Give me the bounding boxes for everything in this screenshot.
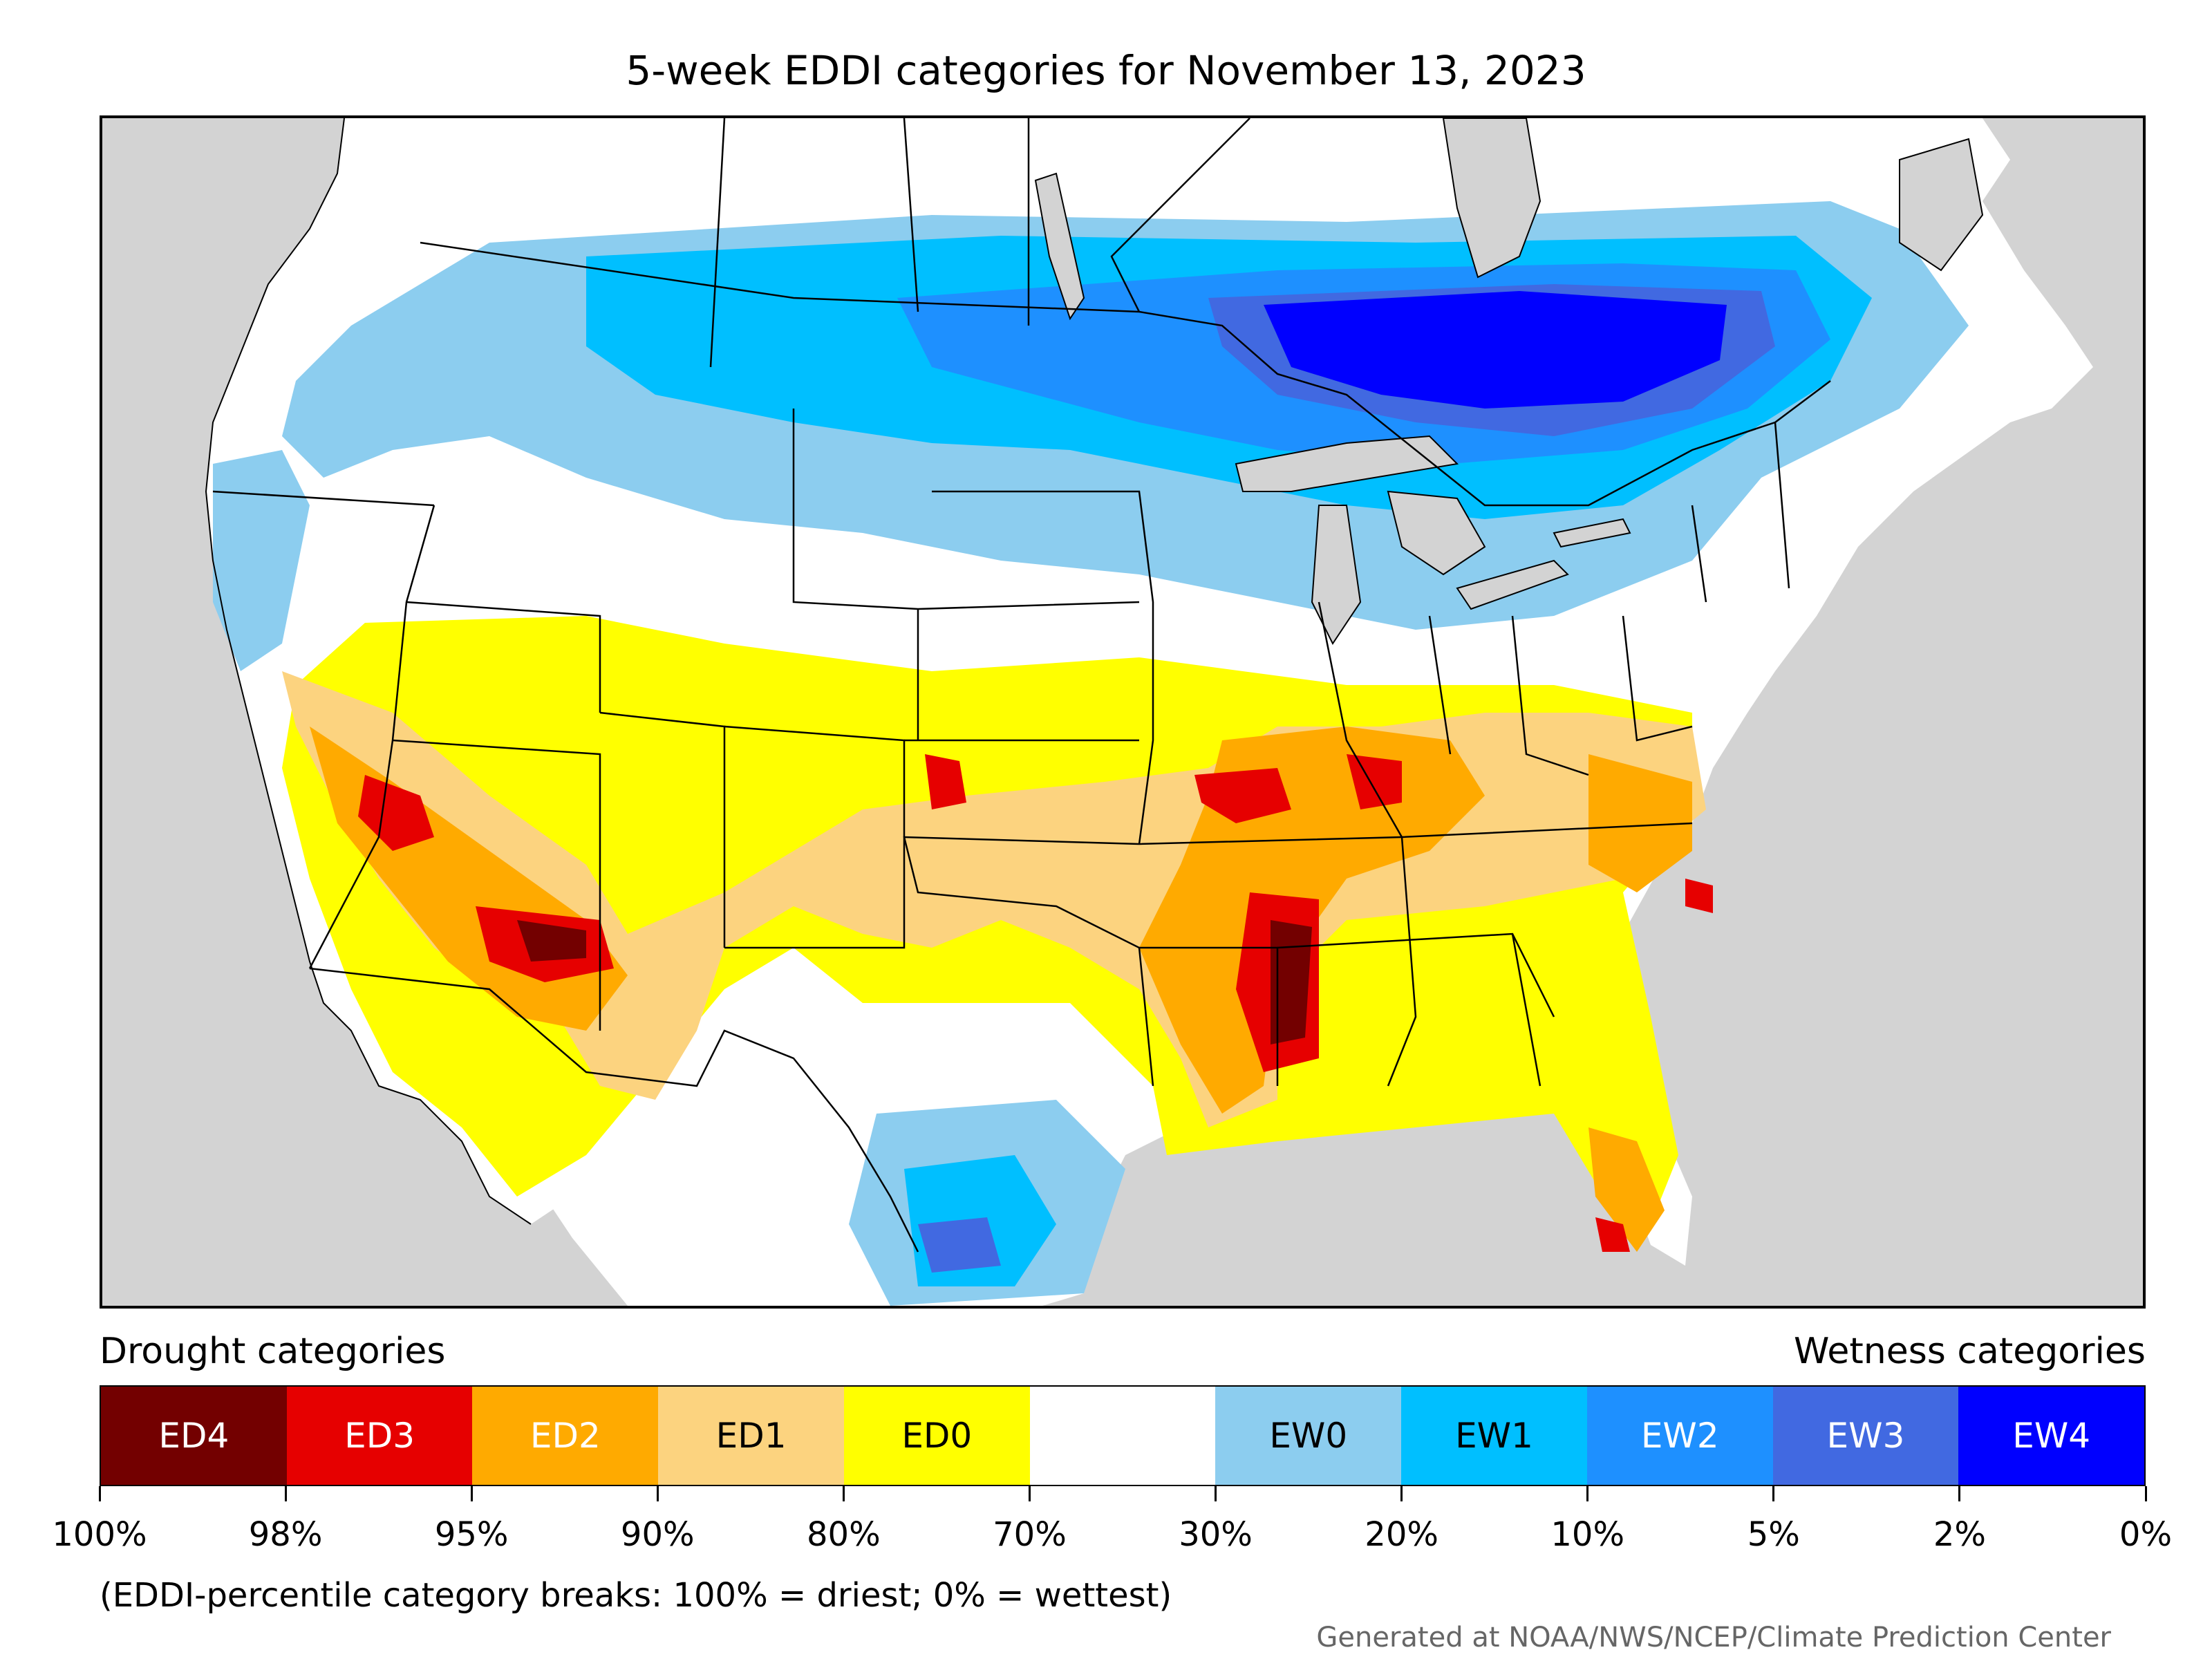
legend-tick (842, 1486, 845, 1501)
political-borders (212, 118, 1831, 1253)
lake-ontario (1553, 518, 1631, 548)
legend-tick-label: 10% (1550, 1515, 1625, 1554)
us-canada-border (420, 241, 1831, 507)
legend-tick-label: 70% (993, 1515, 1067, 1554)
chart-title: 5-week EDDI categories for November 13, … (626, 47, 1586, 94)
legend-cell-ew2: EW2 (1586, 1387, 1773, 1485)
coastline (205, 118, 532, 1225)
legend-tick (1958, 1486, 1961, 1501)
credit-line: Generated at NOAA/NWS/NCEP/Climate Predi… (1316, 1622, 2111, 1653)
category-legend: ED4 ED3 ED2 ED1 ED0 EW0 EW1 EW2 EW3 EW4 (100, 1385, 2146, 1486)
legend-tick-label: 95% (434, 1515, 509, 1554)
eddi-map (100, 115, 2146, 1309)
hudson-bay (1442, 118, 1541, 279)
legend-tick (98, 1486, 101, 1501)
legend-cell-ew3: EW3 (1772, 1387, 1959, 1485)
legend-tick-label: 80% (807, 1515, 881, 1554)
legend-tick (1028, 1486, 1031, 1501)
legend-tick (2144, 1486, 2147, 1501)
wetness-categories-heading: Wetness categories (1794, 1331, 2146, 1372)
lake-erie (1456, 559, 1569, 610)
legend-tick-label: 5% (1747, 1515, 1800, 1554)
legend-cell-ed3: ED3 (286, 1387, 473, 1485)
us-mexico-border (309, 967, 919, 1253)
legend-tick (284, 1486, 287, 1501)
map-canvas (205, 118, 2093, 1306)
legend-ticks (98, 1486, 2147, 1503)
lake-michigan (1311, 505, 1362, 645)
legend-tick-label: 98% (248, 1515, 323, 1554)
legend-tick-label: 0% (2119, 1515, 2173, 1554)
legend-cell-neutral (1029, 1387, 1216, 1485)
legend-tick (470, 1486, 473, 1501)
lake-winnipeg (1034, 172, 1085, 321)
lake-superior (1235, 435, 1459, 492)
legend-tick (1772, 1486, 1775, 1501)
drought-categories-heading: Drought categories (100, 1331, 446, 1372)
legend-tick-label: 30% (1179, 1515, 1253, 1554)
legend-cell-ed1: ED1 (658, 1387, 844, 1485)
legend-tick (1400, 1486, 1403, 1501)
legend-cell-ed2: ED2 (472, 1387, 659, 1485)
legend-tick-label: 20% (1365, 1515, 1438, 1554)
legend-cell-ed4: ED4 (101, 1387, 287, 1485)
legend-cell-ew4: EW4 (1958, 1387, 2145, 1485)
legend-tick (1586, 1486, 1589, 1501)
legend-tick-label: 100% (52, 1515, 147, 1554)
legend-cell-ew1: EW1 (1401, 1387, 1587, 1485)
legend-tick-label: 2% (1933, 1515, 1986, 1554)
legend-tick-label: 90% (620, 1515, 695, 1554)
legend-cell-ew0: EW0 (1215, 1387, 1402, 1485)
water-bodies (1034, 118, 1984, 645)
gulf-st-lawrence (1899, 138, 1984, 272)
lake-huron (1387, 490, 1486, 576)
legend-tick (656, 1486, 659, 1501)
legend-cell-ed0: ED0 (843, 1387, 1030, 1485)
wetness-regions (213, 201, 1969, 1306)
legend-tick (1215, 1486, 1217, 1501)
category-note: (EDDI-percentile category breaks: 100% =… (100, 1576, 1172, 1615)
